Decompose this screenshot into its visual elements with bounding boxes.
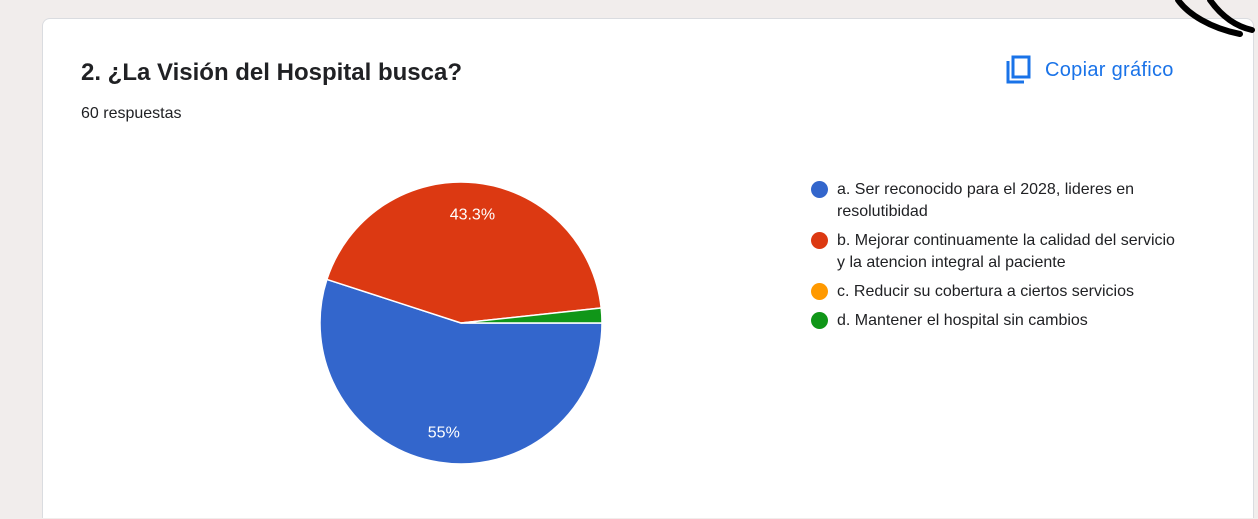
data-label-a: 55%	[428, 425, 460, 442]
data-label-b: 43.3%	[450, 207, 495, 224]
legend-item-b[interactable]: b. Mejorar continuamente la calidad del …	[811, 230, 1191, 274]
question-title: 2. ¿La Visión del Hospital busca?	[81, 59, 462, 86]
corner-scribble-mark	[1175, 0, 1255, 37]
slice-d[interactable]	[460, 307, 603, 324]
legend-item-a[interactable]: a. Ser reconocido para el 2028, lideres …	[811, 179, 1191, 223]
legend-swatch-b	[811, 232, 828, 249]
legend-label-b: b. Mejorar continuamente la calidad del …	[837, 232, 1175, 271]
legend-label-d: d. Mantener el hospital sin cambios	[837, 312, 1088, 329]
legend-item-d[interactable]: d. Mantener el hospital sin cambios	[811, 310, 1191, 332]
copy-icon	[1005, 55, 1031, 85]
pie-chart: 55% 43.3%	[319, 181, 603, 465]
legend-label-a: a. Ser reconocido para el 2028, lideres …	[837, 181, 1135, 220]
legend-swatch-a	[811, 181, 828, 198]
question-card: 2. ¿La Visión del Hospital busca? 60 res…	[42, 18, 1254, 518]
legend-swatch-c	[811, 283, 828, 300]
slice-b[interactable]	[325, 181, 603, 324]
legend-label-c: c. Reducir su cobertura a ciertos servic…	[837, 283, 1134, 300]
copy-chart-button[interactable]: Copiar gráfico	[1005, 53, 1174, 87]
legend-item-c[interactable]: c. Reducir su cobertura a ciertos servic…	[811, 281, 1191, 303]
legend-swatch-d	[811, 312, 828, 329]
response-count: 60 respuestas	[81, 105, 182, 122]
copy-chart-label: Copiar gráfico	[1045, 58, 1174, 81]
slice-a[interactable]	[319, 278, 603, 465]
chart-legend: a. Ser reconocido para el 2028, lideres …	[811, 179, 1191, 339]
